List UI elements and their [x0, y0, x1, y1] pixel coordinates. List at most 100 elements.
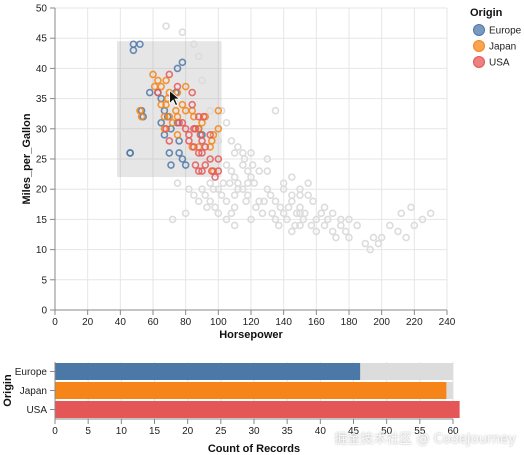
- scatter-point-usa[interactable]: [165, 137, 174, 145]
- scatter-point-unselected[interactable]: [301, 209, 309, 218]
- scatter-point-unselected[interactable]: [230, 203, 239, 212]
- scatter-point-usa[interactable]: [199, 112, 208, 121]
- scatter-point-unselected[interactable]: [288, 191, 296, 200]
- scatter-point-usa[interactable]: [211, 173, 219, 181]
- scatter-point-unselected[interactable]: [227, 137, 236, 145]
- scatter-point-usa[interactable]: [206, 155, 214, 163]
- scatter-point-usa[interactable]: [194, 112, 203, 121]
- scatter-point-usa[interactable]: [198, 167, 206, 175]
- scatter-point-unselected[interactable]: [323, 215, 332, 224]
- bar-usa[interactable]: [55, 401, 460, 418]
- bar-europe[interactable]: [55, 363, 361, 380]
- scatter-point-unselected[interactable]: [283, 215, 291, 224]
- scatter-point-unselected[interactable]: [162, 22, 170, 30]
- scatter-point-japan[interactable]: [178, 100, 187, 109]
- scatter-point-unselected[interactable]: [366, 245, 375, 254]
- scatter-point-europe[interactable]: [175, 149, 183, 157]
- scatter-point-usa[interactable]: [214, 167, 223, 175]
- scatter-point-unselected[interactable]: [239, 161, 247, 169]
- scatter-point-japan[interactable]: [190, 112, 198, 121]
- scatter-point-unselected[interactable]: [214, 185, 223, 193]
- scatter-point-europe[interactable]: [145, 88, 154, 97]
- scatter-point-unselected[interactable]: [263, 185, 272, 193]
- scatter-point-unselected[interactable]: [268, 209, 277, 218]
- scatter-point-unselected[interactable]: [328, 227, 337, 236]
- scatter-point-unselected[interactable]: [407, 203, 415, 212]
- scatter-point-unselected[interactable]: [271, 197, 280, 206]
- scatter-point-unselected[interactable]: [288, 173, 296, 181]
- scatter-point-unselected[interactable]: [271, 215, 280, 224]
- scatter-plot[interactable]: 0 20 40 60 80 100 120 140 160 180 200 220 240 0 5 10 15…: [21, 4, 456, 342]
- scatter-point-usa[interactable]: [198, 149, 206, 157]
- scatter-point-unselected[interactable]: [227, 167, 236, 175]
- scatter-point-europe[interactable]: [181, 161, 190, 169]
- scatter-point-unselected[interactable]: [222, 161, 231, 169]
- scatter-point-usa[interactable]: [206, 131, 214, 139]
- scatter-point-unselected[interactable]: [337, 221, 345, 230]
- scatter-point-usa[interactable]: [178, 118, 187, 127]
- scatter-point-unselected[interactable]: [250, 179, 259, 187]
- scatter-point-usa[interactable]: [165, 70, 174, 79]
- scatter-point-usa[interactable]: [162, 125, 170, 133]
- scatter-point-usa[interactable]: [185, 131, 193, 139]
- scatter-point-unselected[interactable]: [263, 155, 272, 163]
- scatter-point-unselected[interactable]: [222, 215, 231, 224]
- scatter-point-japan[interactable]: [173, 131, 182, 139]
- scatter-point-unselected[interactable]: [377, 233, 386, 242]
- scatter-point-unselected[interactable]: [206, 197, 214, 206]
- scatter-point-unselected[interactable]: [426, 209, 435, 218]
- scatter-point-japan[interactable]: [165, 112, 174, 121]
- scatter-point-unselected[interactable]: [198, 76, 206, 85]
- scatter-point-usa[interactable]: [188, 100, 196, 109]
- scatter-point-unselected[interactable]: [178, 28, 187, 36]
- scatter-point-unselected[interactable]: [369, 233, 378, 242]
- scatter-point-japan[interactable]: [181, 82, 190, 91]
- scatter-point-unselected[interactable]: [234, 185, 242, 193]
- scatter-point-unselected[interactable]: [332, 233, 340, 242]
- scatter-point-europe[interactable]: [167, 161, 175, 169]
- scatter-point-unselected[interactable]: [304, 191, 312, 200]
- scatter-point-unselected[interactable]: [288, 227, 296, 236]
- legend-swatch-japan[interactable]: [473, 40, 485, 52]
- scatter-point-japan[interactable]: [137, 112, 146, 121]
- scatter-point-unselected[interactable]: [185, 185, 193, 193]
- scatter-point-usa[interactable]: [201, 161, 210, 169]
- scatter-point-unselected[interactable]: [288, 197, 296, 206]
- scatter-point-unselected[interactable]: [217, 191, 226, 200]
- scatter-point-japan[interactable]: [160, 112, 169, 121]
- scatter-point-japan[interactable]: [162, 76, 170, 85]
- scatter-point-unselected[interactable]: [255, 197, 263, 206]
- scatter-point-usa[interactable]: [190, 143, 198, 151]
- scatter-point-unselected[interactable]: [222, 197, 231, 206]
- scatter-point-unselected[interactable]: [260, 197, 268, 206]
- scatter-point-unselected[interactable]: [252, 203, 260, 212]
- scatter-point-unselected[interactable]: [255, 167, 263, 175]
- scatter-point-unselected[interactable]: [247, 215, 255, 224]
- scatter-point-unselected[interactable]: [211, 203, 219, 212]
- legend-swatch-usa[interactable]: [473, 56, 485, 68]
- bar-japan[interactable]: [55, 382, 447, 399]
- scatter-point-unselected[interactable]: [206, 179, 214, 187]
- scatter-point-unselected[interactable]: [234, 179, 242, 187]
- scatter-point-unselected[interactable]: [320, 221, 329, 230]
- scatter-point-japan[interactable]: [157, 100, 165, 109]
- scatter-point-unselected[interactable]: [225, 179, 234, 187]
- scatter-point-unselected[interactable]: [201, 191, 210, 200]
- scatter-point-japan[interactable]: [209, 131, 218, 139]
- scatter-point-unselected[interactable]: [386, 221, 394, 230]
- bar-chart[interactable]: 0 5 10 15 20 25 30 35 40 45 50 55 60 EuropeJapanUSA …: [2, 362, 460, 455]
- scatter-point-usa[interactable]: [173, 82, 182, 91]
- scatter-point-usa[interactable]: [181, 125, 190, 133]
- scatter-point-unselected[interactable]: [284, 203, 293, 212]
- scatter-point-japan[interactable]: [149, 70, 157, 79]
- scatter-point-usa[interactable]: [196, 131, 205, 139]
- scatter-point-europe[interactable]: [173, 64, 182, 73]
- scatter-point-usa[interactable]: [188, 88, 196, 97]
- scatter-point-unselected[interactable]: [279, 209, 288, 218]
- scatter-point-unselected[interactable]: [239, 185, 247, 193]
- scatter-point-usa[interactable]: [194, 167, 203, 175]
- scatter-point-japan[interactable]: [214, 106, 223, 115]
- scatter-point-unselected[interactable]: [234, 143, 242, 151]
- scatter-point-unselected[interactable]: [230, 173, 239, 181]
- scatter-point-unselected[interactable]: [242, 197, 250, 206]
